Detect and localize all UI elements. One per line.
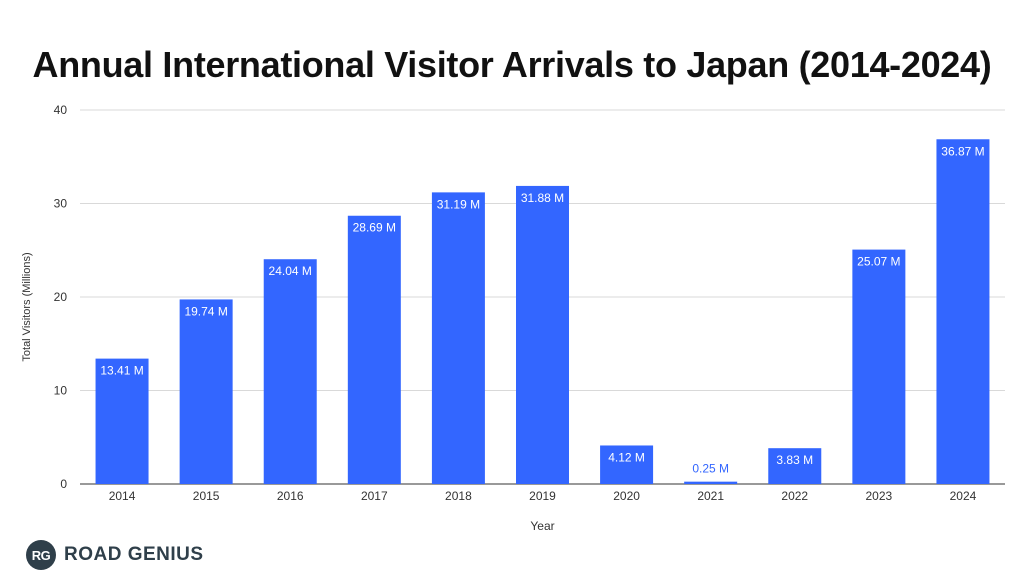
bar <box>684 481 738 484</box>
bar <box>852 249 906 484</box>
x-tick-label: 2021 <box>697 489 724 503</box>
data-label: 19.74 M <box>184 304 227 318</box>
x-tick-label: 2024 <box>950 489 977 503</box>
y-axis-title: Total Visitors (Millions) <box>21 252 33 361</box>
data-label: 4.12 M <box>608 450 645 464</box>
x-tick-label: 2022 <box>781 489 808 503</box>
bar <box>600 445 654 484</box>
bar <box>263 259 317 484</box>
data-label: 3.83 M <box>776 453 813 467</box>
bar <box>179 299 233 484</box>
brand-name: ROAD GENIUS <box>64 544 204 565</box>
x-axis-title: Year <box>530 519 554 533</box>
x-tick-label: 2023 <box>866 489 893 503</box>
data-label: 0.25 M <box>692 462 729 476</box>
road-genius-logo-icon: RG <box>26 540 56 570</box>
x-tick-label: 2014 <box>109 489 136 503</box>
x-tick-label: 2015 <box>193 489 220 503</box>
data-label: 31.19 M <box>437 197 480 211</box>
brand-logo-block: RG ROAD GENIUS <box>26 540 204 570</box>
data-label: 36.87 M <box>941 144 984 158</box>
data-label: 13.41 M <box>100 364 143 378</box>
x-tick-label: 2019 <box>529 489 556 503</box>
x-tick-label: 2018 <box>445 489 472 503</box>
y-tick-label: 20 <box>54 290 68 304</box>
bar <box>431 192 485 484</box>
bar <box>768 448 822 484</box>
bar <box>347 215 401 484</box>
chart-title: Annual International Visitor Arrivals to… <box>32 44 992 85</box>
y-tick-label: 0 <box>60 477 67 491</box>
data-label: 24.04 M <box>269 264 312 278</box>
y-tick-label: 30 <box>54 197 68 211</box>
x-tick-label: 2020 <box>613 489 640 503</box>
bar <box>95 358 149 484</box>
bar <box>936 139 990 484</box>
bar <box>516 185 569 484</box>
data-label: 31.88 M <box>521 191 564 205</box>
data-label: 25.07 M <box>857 255 900 269</box>
y-tick-label: 10 <box>54 384 68 398</box>
data-label: 28.69 M <box>353 221 396 235</box>
y-tick-label: 40 <box>54 103 68 117</box>
x-tick-label: 2016 <box>277 489 304 503</box>
x-tick-label: 2017 <box>361 489 388 503</box>
